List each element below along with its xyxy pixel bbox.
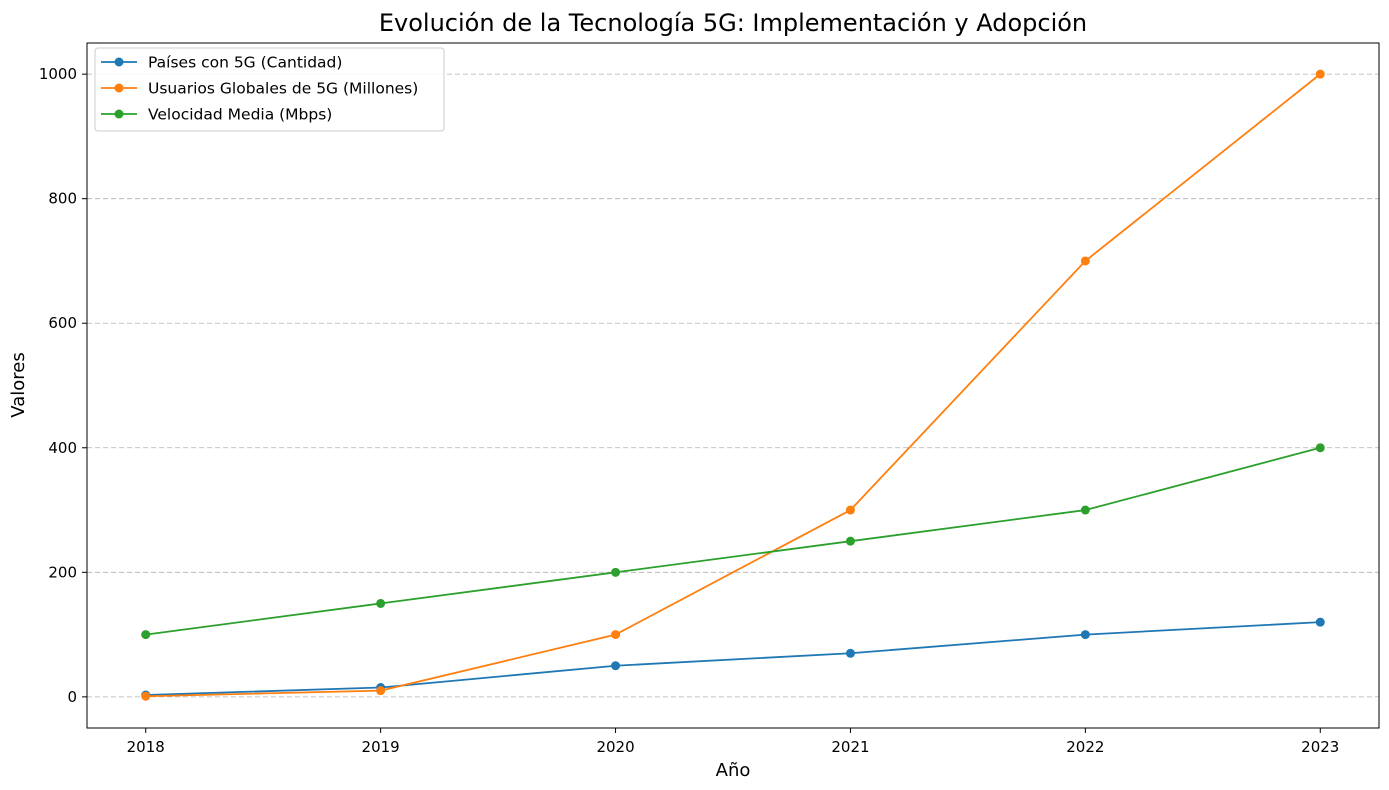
data-point <box>845 536 855 546</box>
data-point <box>845 505 855 515</box>
y-tick-label: 0 <box>67 688 77 706</box>
x-tick-label: 2022 <box>1066 738 1104 756</box>
x-tick-label: 2019 <box>362 738 400 756</box>
series-layer <box>141 69 1325 701</box>
legend-marker <box>114 57 124 67</box>
series-line <box>145 621 1321 696</box>
series-line <box>145 73 1321 698</box>
data-point <box>611 661 621 671</box>
data-point <box>1315 69 1325 79</box>
y-tick-label: 800 <box>48 190 77 208</box>
x-axis-ticks: 2018 2019 2020 2021 2022 2023 <box>127 728 1339 756</box>
y-axis-label: Valores <box>8 352 29 417</box>
data-point <box>611 630 621 640</box>
x-tick-label: 2020 <box>596 738 634 756</box>
data-point <box>376 686 386 696</box>
series-2 <box>141 69 1325 701</box>
data-point <box>1315 617 1325 627</box>
plot-area-frame <box>86 42 1380 729</box>
legend-box <box>94 47 445 132</box>
x-tick-label: 2021 <box>831 738 869 756</box>
legend-label: Usuarios Globales de 5G (Millones) <box>148 80 418 98</box>
data-point <box>376 598 386 608</box>
legend-marker <box>114 109 124 119</box>
series-1 <box>141 617 1325 700</box>
data-point <box>1080 505 1090 515</box>
x-axis-label: Año <box>716 760 751 781</box>
data-point <box>141 691 151 701</box>
legend-marker <box>114 83 124 93</box>
data-point <box>1315 443 1325 453</box>
y-tick-label: 600 <box>48 314 77 332</box>
series-line <box>145 446 1321 636</box>
y-tick-label: 400 <box>48 439 77 457</box>
chart-title: Evolución de la Tecnología 5G: Implement… <box>379 9 1087 37</box>
legend-label: Velocidad Media (Mbps) <box>148 106 332 124</box>
data-point <box>141 630 151 640</box>
legend: Países con 5G (Cantidad) Usuarios Globale… <box>94 47 445 132</box>
data-point <box>845 648 855 658</box>
x-tick-label: 2018 <box>127 738 165 756</box>
data-point <box>611 567 621 577</box>
y-tick-label: 1000 <box>39 65 77 83</box>
data-point <box>1080 256 1090 266</box>
legend-label: Países con 5G (Cantidad) <box>148 54 342 72</box>
y-axis-ticks: 0 200 400 600 800 1000 <box>39 65 87 706</box>
x-tick-label: 2023 <box>1301 738 1339 756</box>
legend-items: Países con 5G (Cantidad) Usuarios Globale… <box>101 54 418 124</box>
data-point <box>1080 630 1090 640</box>
y-tick-label: 200 <box>48 563 77 581</box>
series-3 <box>141 443 1325 640</box>
